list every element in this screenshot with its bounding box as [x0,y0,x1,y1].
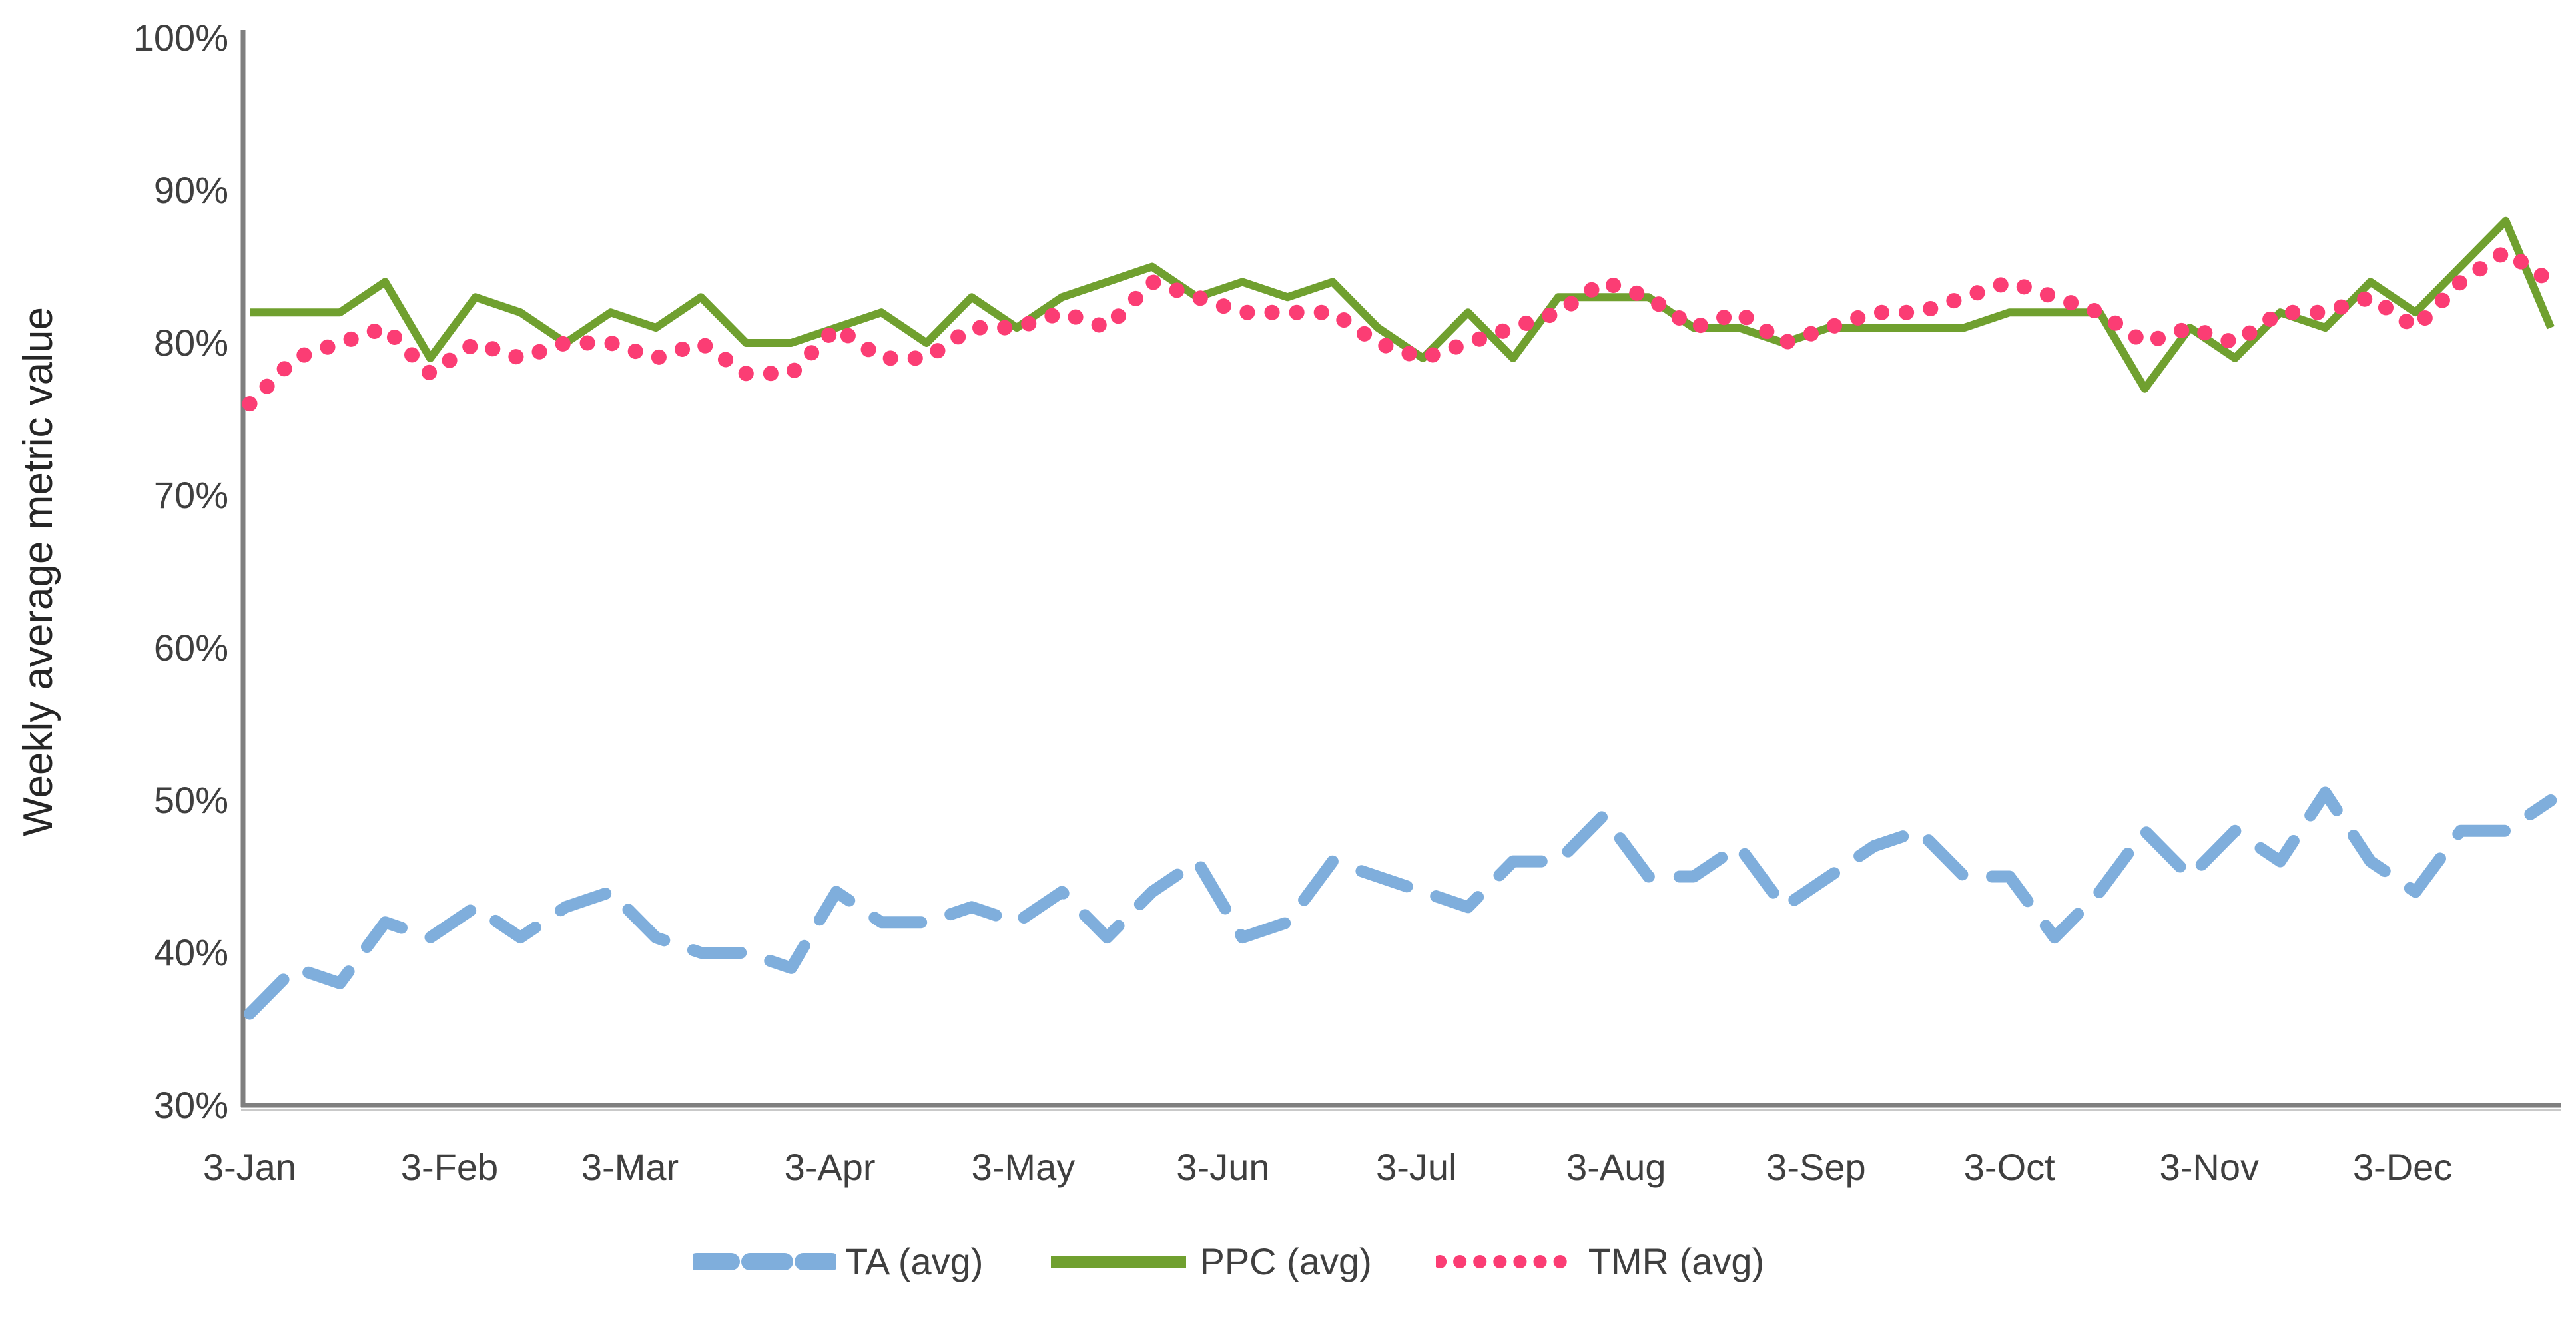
y-tick-label: 70% [154,474,228,516]
y-tick-label: 40% [154,931,228,973]
x-tick-label: 3-Nov [2160,1146,2259,1188]
x-tick-label: 3-Mar [581,1146,679,1188]
y-tick-label: 60% [154,627,228,668]
legend-label-ppc: PPC (avg) [1199,1240,1372,1282]
legend-item-tmr: TMR (avg) [1435,1240,1765,1283]
y-tick-label: 30% [154,1084,228,1126]
y-tick-label: 80% [154,322,228,364]
ppc-solid-swatch-icon [1051,1255,1187,1268]
tmr-dotted-swatch-icon [1435,1254,1579,1268]
legend-item-ppc: PPC (avg) [1047,1240,1372,1283]
x-tick-label: 3-Jan [203,1146,296,1188]
legend-label-ta: TA (avg) [845,1240,984,1282]
x-tick-label: 3-Aug [1566,1146,1666,1188]
legend: TA (avg) PPC (avg) TMR (avg) [693,1240,1764,1283]
x-tick-label: 3-May [972,1146,1076,1188]
x-tick-label: 3-Dec [2353,1146,2452,1188]
legend-label-tmr: TMR (avg) [1588,1240,1765,1282]
y-tick-label: 90% [154,169,228,211]
x-tick-label: 3-Oct [1964,1146,2055,1188]
y-tick-label: 50% [154,779,228,821]
y-axis-title: Weekly average metric value [15,307,61,836]
x-tick-label: 3-Jun [1176,1146,1269,1188]
series-line-ppc-avg- [250,216,2555,393]
legend-item-ta: TA (avg) [693,1240,983,1283]
x-tick-label: 3-Feb [401,1146,498,1188]
ta-dashed-swatch-icon [693,1252,836,1270]
series-line-tmr-avg- [242,244,2559,412]
x-tick-label: 3-Sep [1766,1146,1865,1188]
x-tick-label: 3-Apr [785,1146,876,1188]
series-line-ta-avg- [244,786,2557,1020]
y-tick-label: 100% [133,17,228,59]
x-tick-label: 3-Jul [1376,1146,1456,1188]
